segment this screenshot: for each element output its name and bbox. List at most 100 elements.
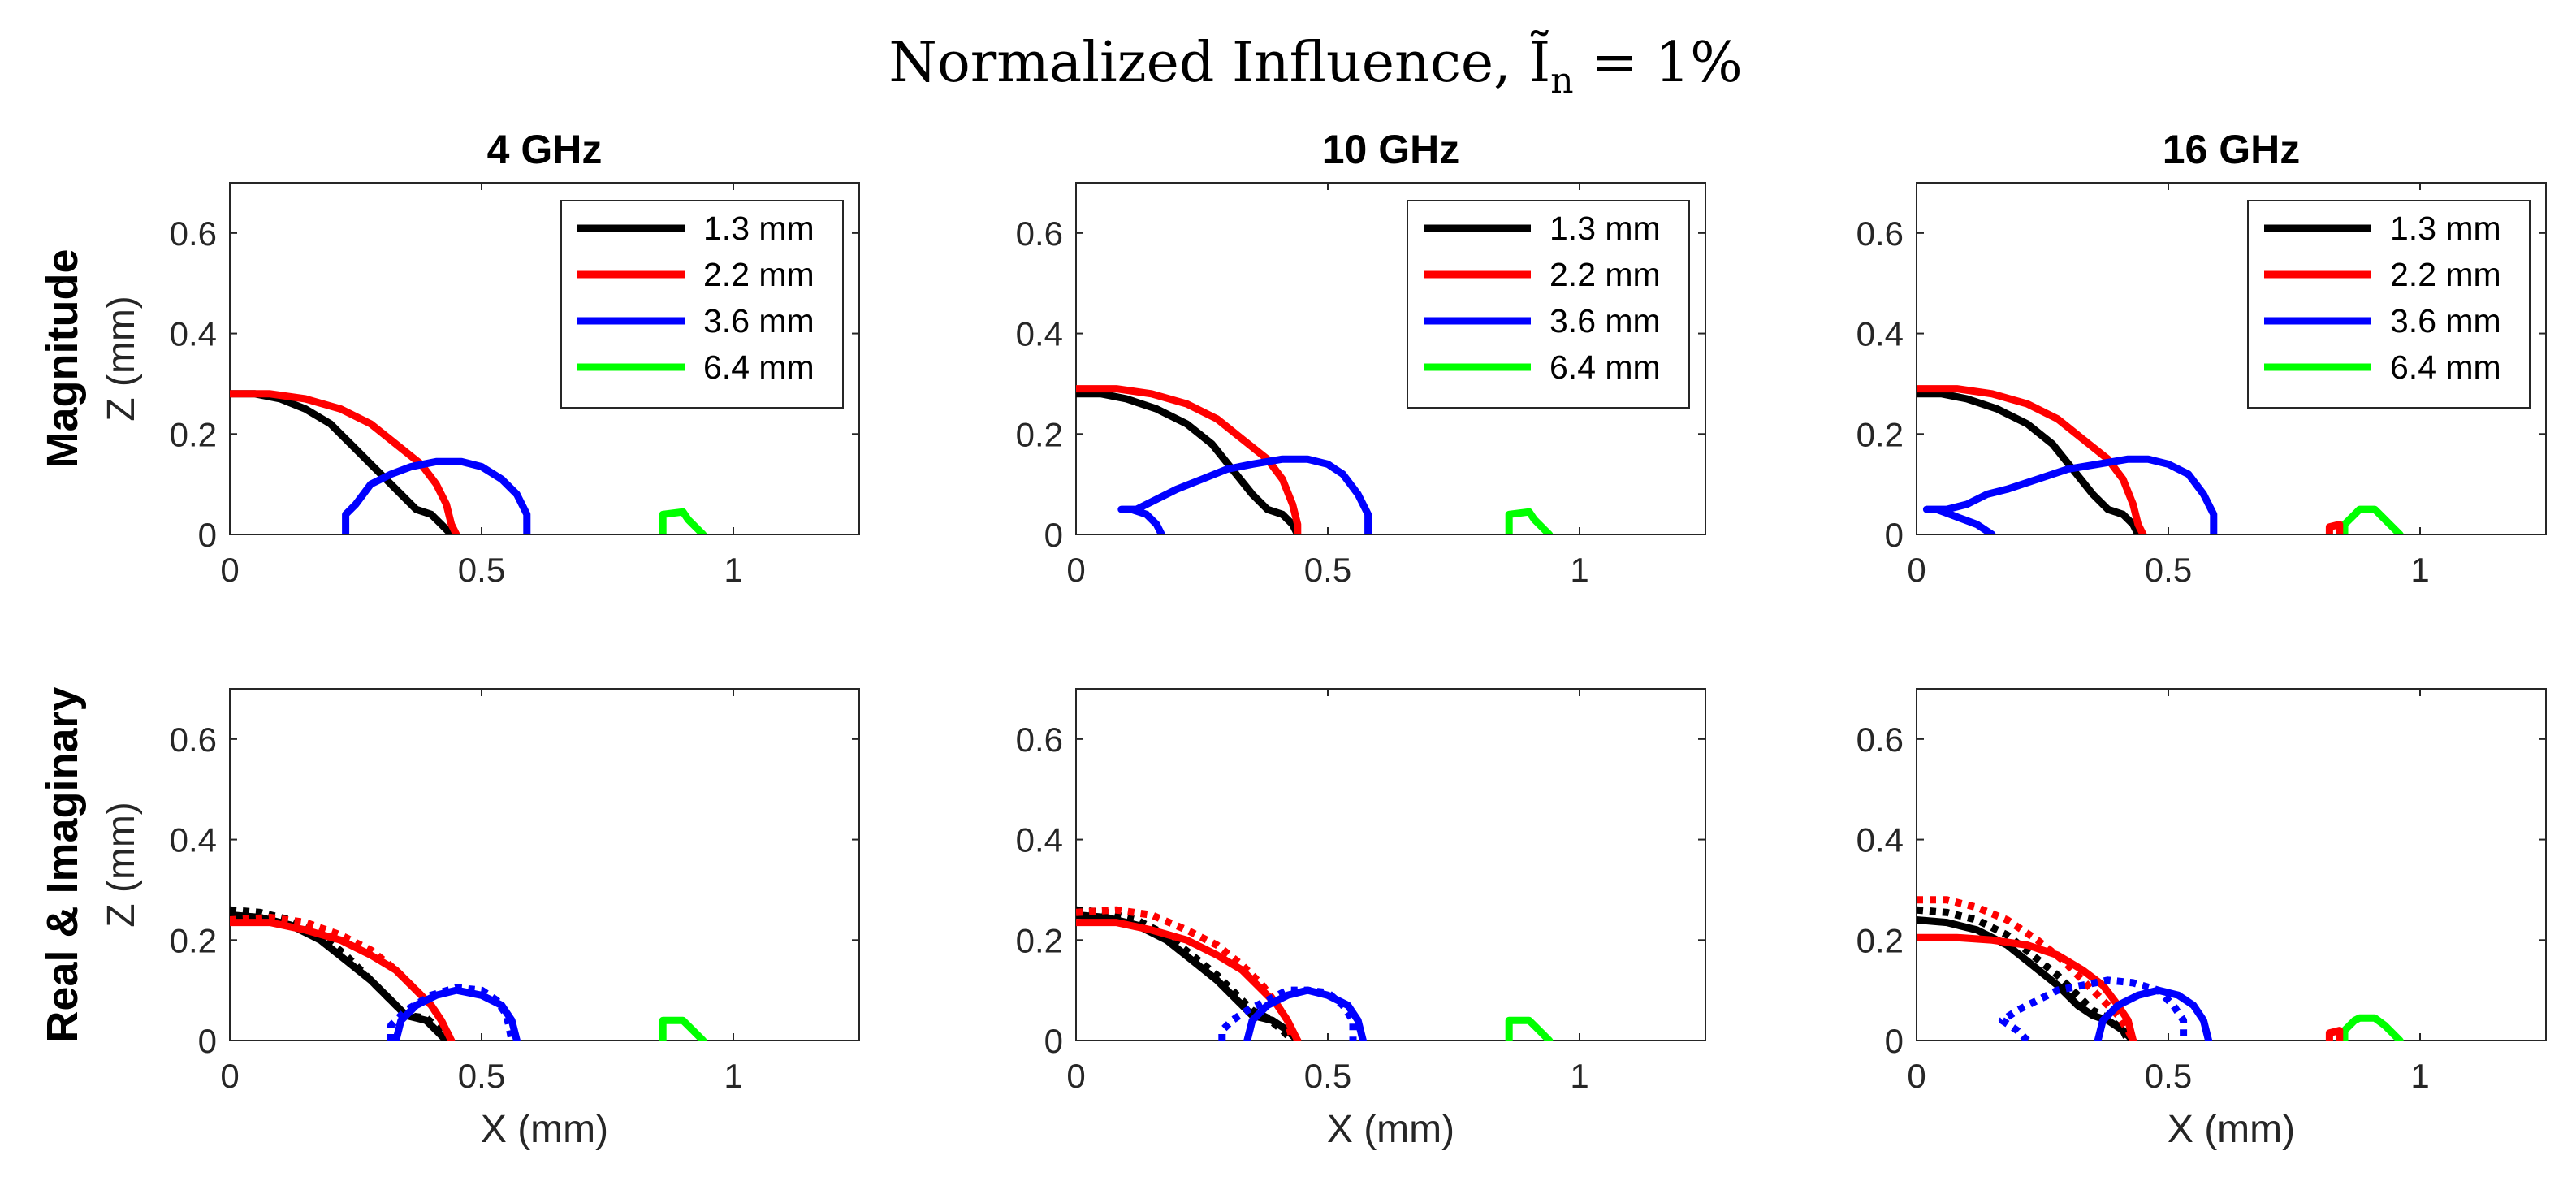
series-line-solid bbox=[659, 508, 707, 534]
data-lines bbox=[1917, 385, 2404, 534]
x-axis-label: X (mm) bbox=[481, 1108, 608, 1151]
x-axis-label: X (mm) bbox=[2168, 1108, 2295, 1151]
x-tick-label: 0.5 bbox=[1304, 1057, 1351, 1095]
x-tick-label: 0 bbox=[220, 1057, 239, 1095]
y-tick-label: 0.6 bbox=[1856, 720, 1904, 759]
series-line-solid bbox=[2340, 505, 2404, 534]
y-tick-label: 0.6 bbox=[1856, 214, 1904, 253]
y-tick-label: 0.4 bbox=[170, 315, 217, 353]
x-tick-label: 1 bbox=[724, 1057, 742, 1095]
series-line-dotted bbox=[1998, 976, 2188, 1041]
y-tick-label: 0.6 bbox=[170, 720, 217, 759]
series-line-solid bbox=[2325, 1027, 2344, 1041]
figure-title-main: Normalized Influence, Ĩ bbox=[888, 31, 1550, 95]
y-axis-label: Z (mm) bbox=[100, 802, 143, 928]
y-tick-label: 0.2 bbox=[1856, 415, 1904, 453]
x-tick-label: 0.5 bbox=[1304, 551, 1351, 589]
series-line-solid bbox=[1505, 508, 1554, 534]
x-tick-label: 0 bbox=[1066, 551, 1085, 589]
data-lines bbox=[230, 390, 707, 534]
x-tick-label: 0 bbox=[220, 551, 239, 589]
y-tick-label: 0 bbox=[1885, 1022, 1904, 1060]
series-line-solid bbox=[659, 1016, 707, 1041]
series-line-dotted bbox=[230, 914, 455, 1041]
x-axis-label: X (mm) bbox=[1327, 1108, 1454, 1151]
series-line-solid bbox=[1917, 390, 2142, 534]
legend-entry: 6.4 mm bbox=[1549, 348, 1661, 386]
series-line-dotted bbox=[1917, 906, 2132, 1041]
x-tick-label: 1 bbox=[1570, 1057, 1588, 1095]
series-line-solid bbox=[230, 390, 460, 534]
y-tick-label: 0 bbox=[1885, 516, 1904, 554]
panel-realimag-16ghz: 0 0.5 1 0 0.2 0.4 0.6 X (mm) bbox=[1856, 688, 2547, 1151]
legend: 1.3 mm 2.2 mm 3.6 mm 6.4 mm bbox=[2247, 200, 2531, 409]
series-line-dotted bbox=[230, 906, 450, 1041]
panel-realimag-10ghz: 0 0.5 1 0 0.2 0.4 0.6 X (mm) bbox=[1016, 688, 1706, 1151]
y-tick-label: 0 bbox=[1044, 516, 1063, 554]
x-tick-label: 0.5 bbox=[458, 551, 505, 589]
panel-magnitude-4ghz: 0 0.5 1 0 0.2 0.4 0.6 4 GHz Z (mm) 1.3 mm 2.2 mm 3.… bbox=[100, 127, 860, 589]
y-tick-label: 0.6 bbox=[170, 214, 217, 253]
y-tick-label: 0.4 bbox=[1856, 821, 1904, 859]
legend-entry: 1.3 mm bbox=[1549, 210, 1661, 247]
y-tick-label: 0.2 bbox=[170, 415, 217, 453]
y-tick-label: 0.2 bbox=[1016, 415, 1063, 453]
row-labels: Magnitude Real & Imaginary bbox=[38, 249, 87, 1043]
series-line-solid bbox=[2340, 1014, 2404, 1041]
data-lines bbox=[230, 906, 707, 1041]
panels: 0 0.5 1 0 0.2 0.4 0.6 4 GHz Z (mm) 1.3 mm 2.2 mm 3.… bbox=[100, 127, 2547, 1151]
panel-magnitude-10ghz: 0 0.5 1 0 0.2 0.4 0.6 10 GHz 1.3 mm 2.2 mm 3.6 mm 6… bbox=[1016, 127, 1706, 589]
series-line-dotted bbox=[1076, 906, 1295, 1041]
y-tick-label: 0.2 bbox=[170, 921, 217, 959]
series-line-solid bbox=[1117, 455, 1372, 534]
series-line-solid bbox=[1922, 455, 2218, 534]
row-label-magnitude: Magnitude bbox=[38, 249, 87, 469]
y-tick-label: 0.4 bbox=[1016, 821, 1063, 859]
series-line-solid bbox=[1076, 385, 1302, 534]
y-tick-label: 0 bbox=[198, 1022, 217, 1060]
panel-title: 4 GHz bbox=[487, 127, 603, 172]
figure-title-rest: = 1% bbox=[1574, 31, 1743, 95]
panel-title: 16 GHz bbox=[2163, 127, 2301, 172]
legend-entry: 6.4 mm bbox=[2390, 348, 2501, 386]
data-lines bbox=[1917, 896, 2404, 1041]
series-line-solid bbox=[1076, 390, 1302, 534]
panel-realimag-4ghz: 0 0.5 1 0 0.2 0.4 0.6 X (mm) Z (mm) bbox=[100, 688, 860, 1151]
y-tick-label: 0.4 bbox=[1016, 315, 1063, 353]
axes-box bbox=[229, 688, 860, 1041]
row-label-real-imaginary: Real & Imaginary bbox=[38, 686, 87, 1042]
series-line-solid bbox=[1917, 385, 2147, 534]
x-tick-label: 1 bbox=[2410, 551, 2429, 589]
y-tick-label: 0.6 bbox=[1016, 214, 1063, 253]
x-tick-label: 1 bbox=[2410, 1057, 2429, 1095]
legend-box bbox=[2247, 200, 2531, 409]
y-tick-label: 0.6 bbox=[1016, 720, 1063, 759]
x-tick-label: 0.5 bbox=[458, 1057, 505, 1095]
data-lines bbox=[1076, 906, 1554, 1041]
legend-box bbox=[1407, 200, 1690, 409]
x-tick-label: 0.5 bbox=[2145, 551, 2192, 589]
y-tick-label: 0.2 bbox=[1016, 921, 1063, 959]
legend-entry: 3.6 mm bbox=[2390, 302, 2501, 340]
legend-entry: 6.4 mm bbox=[703, 348, 815, 386]
legend-entry: 1.3 mm bbox=[703, 210, 815, 247]
legend-entry: 3.6 mm bbox=[1549, 302, 1661, 340]
legend-entry: 2.2 mm bbox=[1549, 256, 1661, 293]
series-line-solid bbox=[342, 457, 531, 534]
x-tick-label: 0 bbox=[1066, 1057, 1085, 1095]
y-tick-label: 0.4 bbox=[1856, 315, 1904, 353]
legend-entry: 2.2 mm bbox=[2390, 256, 2501, 293]
axes-box bbox=[1075, 688, 1706, 1041]
axes-box bbox=[1916, 688, 2547, 1041]
series-line-solid bbox=[1505, 1016, 1554, 1041]
legend: 1.3 mm 2.2 mm 3.6 mm 6.4 mm bbox=[1407, 200, 1690, 409]
legend-box bbox=[560, 200, 844, 409]
figure-title: Normalized Influence, Ĩn = 1% bbox=[888, 31, 1742, 102]
series-line-solid bbox=[2325, 521, 2344, 534]
y-tick-label: 0.4 bbox=[170, 821, 217, 859]
y-tick-label: 0.2 bbox=[1856, 921, 1904, 959]
y-tick-label: 0 bbox=[1044, 1022, 1063, 1060]
y-tick-label: 0 bbox=[198, 516, 217, 554]
legend-entry: 2.2 mm bbox=[703, 256, 815, 293]
